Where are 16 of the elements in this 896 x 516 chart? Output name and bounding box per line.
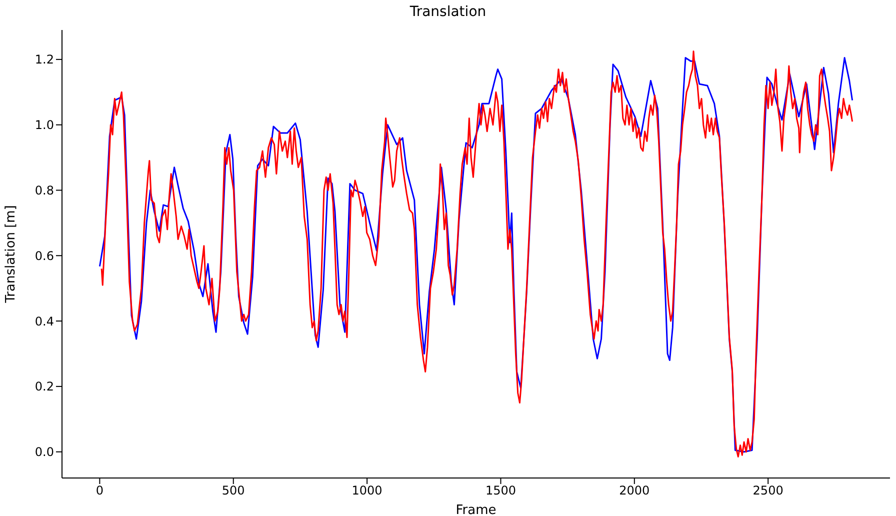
- x-axis-title: Frame: [456, 503, 496, 516]
- y-tick-label: 0.0: [34, 445, 54, 460]
- y-tick-label: 1.0: [34, 118, 54, 132]
- x-tick-label: 1000: [352, 484, 382, 498]
- y-tick-label: 0.4: [34, 314, 54, 328]
- x-tick-label: 2500: [752, 484, 784, 498]
- x-tick-label: 1500: [485, 484, 516, 498]
- y-tick-label: 0.2: [34, 380, 54, 394]
- x-tick-label: 0: [96, 484, 104, 498]
- x-tick-label: 500: [222, 484, 245, 498]
- y-tick-label: 0.6: [34, 248, 54, 263]
- y-tick-label: 0.8: [34, 183, 54, 198]
- y-tick-label: 1.2: [34, 52, 54, 67]
- chart-title: Translation: [408, 4, 488, 20]
- x-tick-label: 2000: [619, 484, 650, 498]
- y-axis-title: Translation [m]: [4, 205, 19, 304]
